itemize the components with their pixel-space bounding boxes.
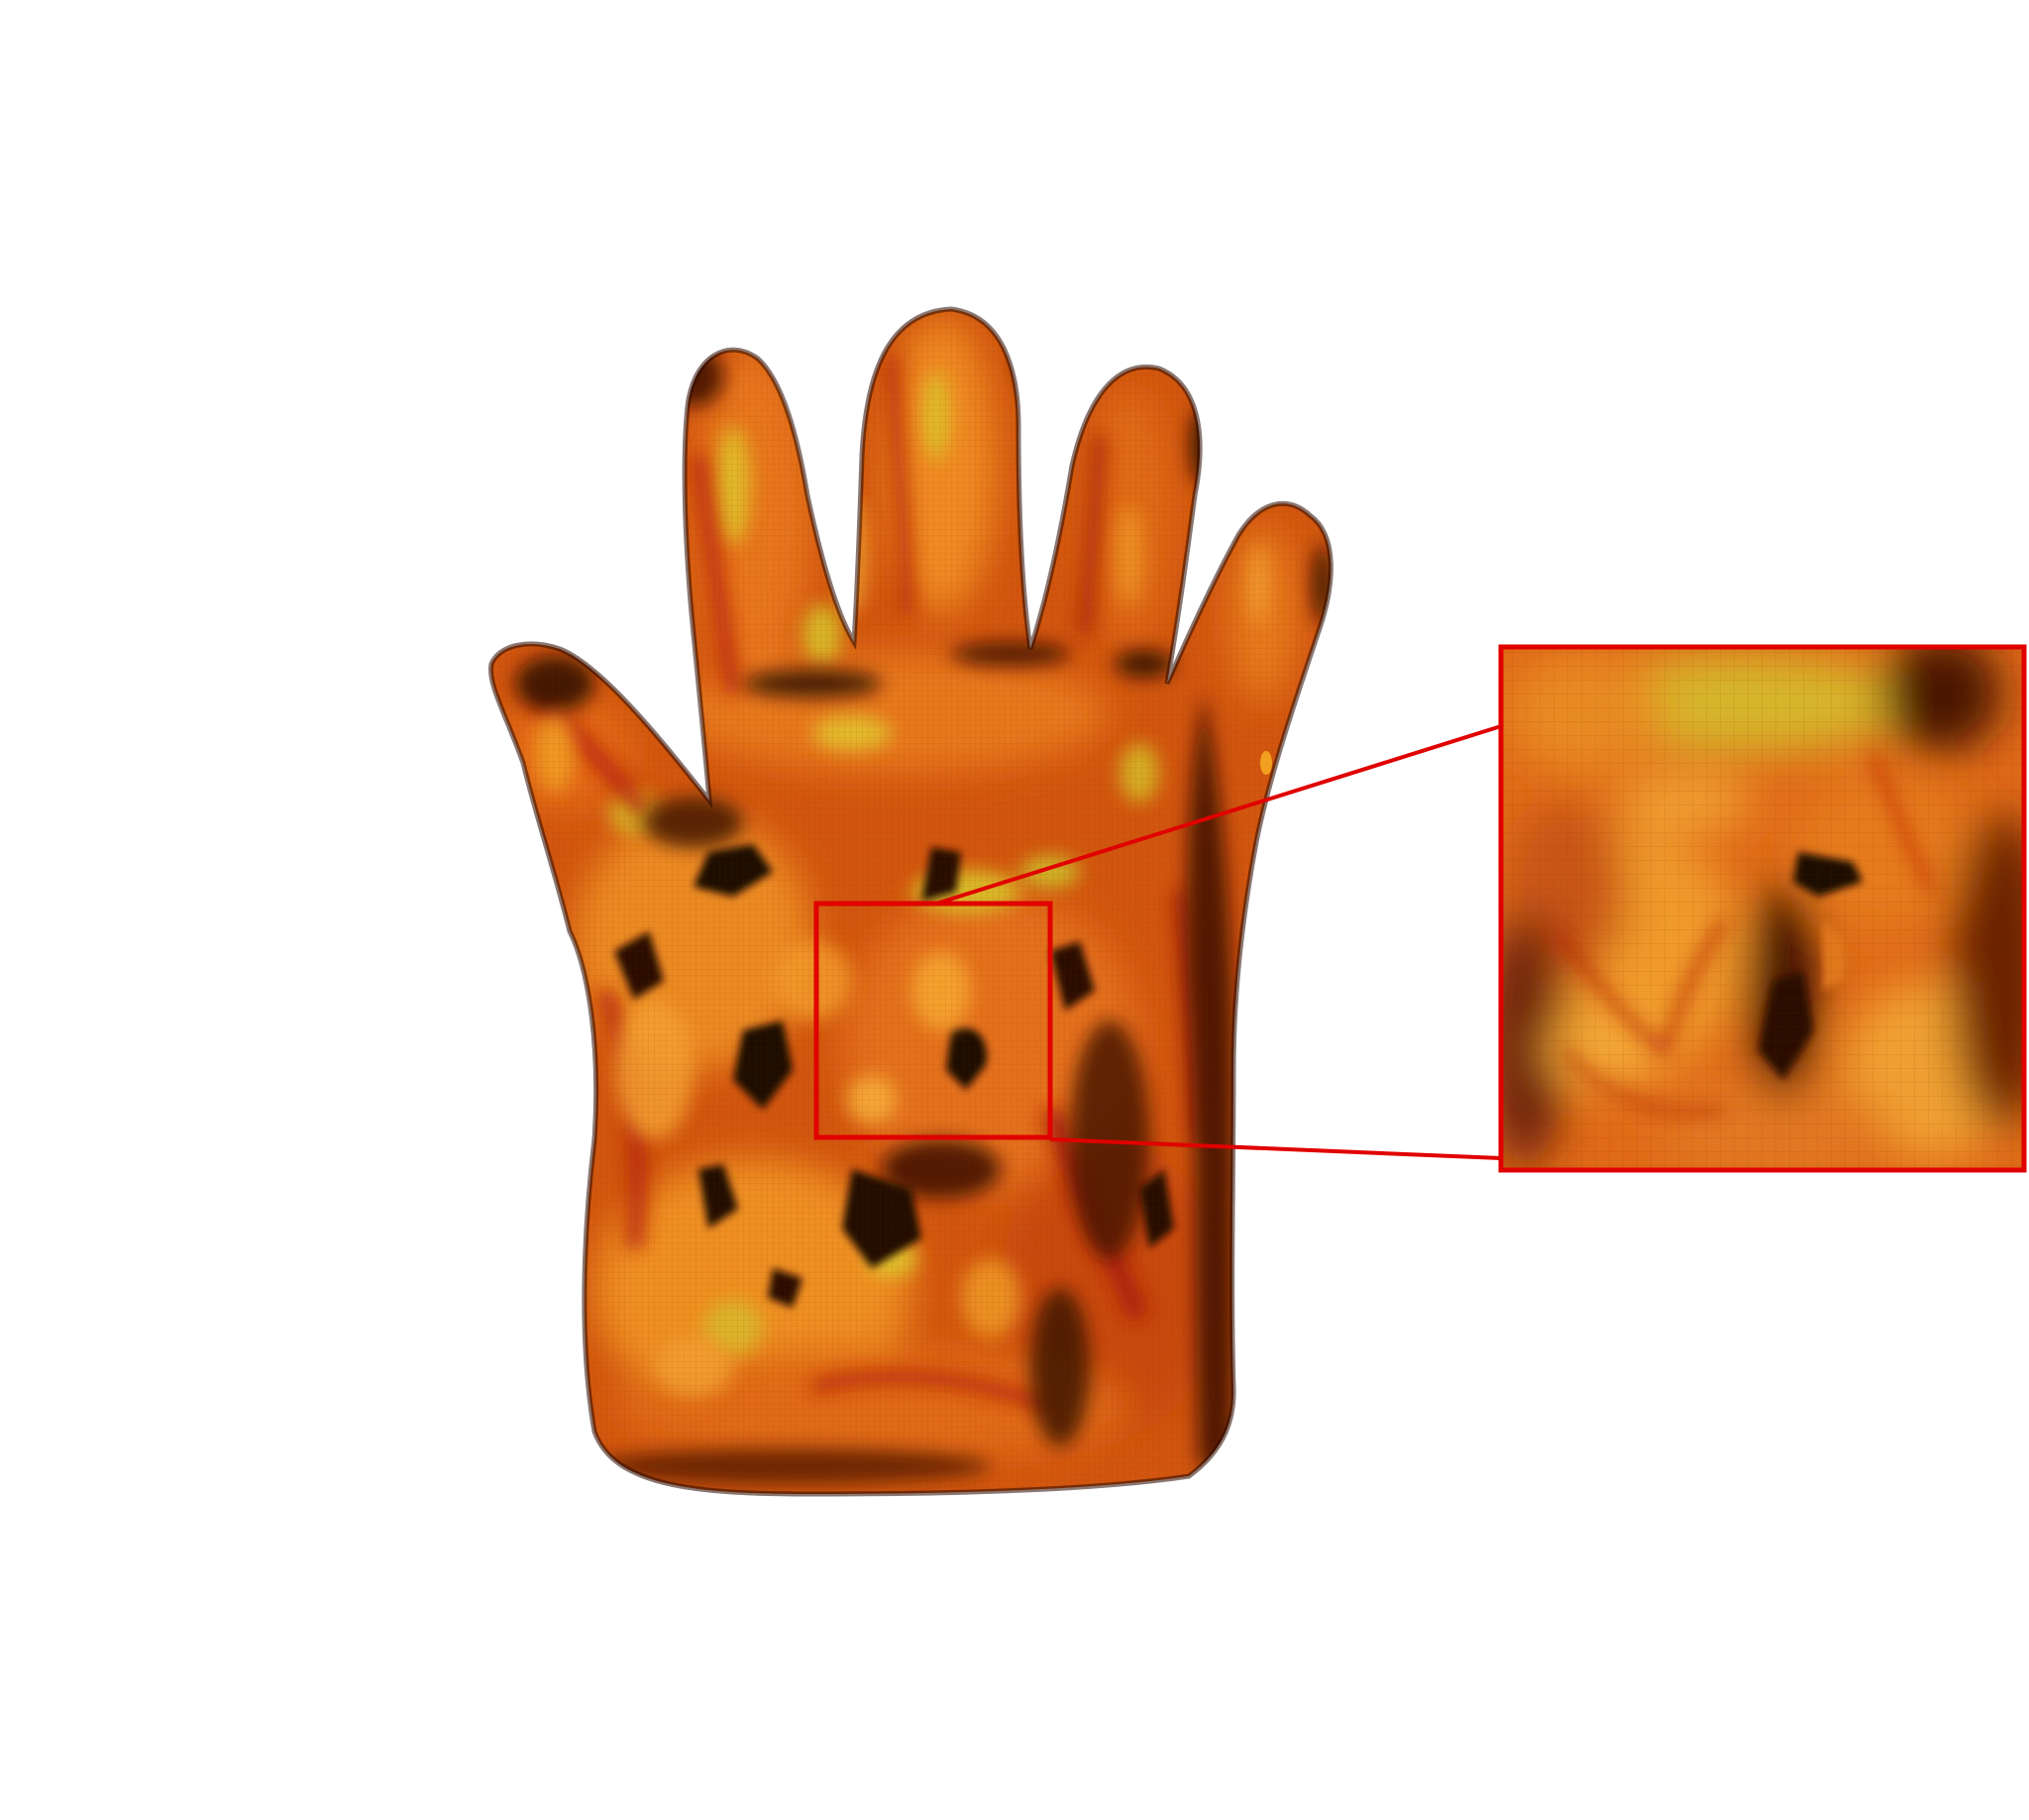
zoom-connector-bottom <box>1049 1137 1502 1160</box>
zoom-inset-frame <box>1498 644 2027 1173</box>
zoom-region-box <box>813 901 1053 1140</box>
highlight-fleck <box>1260 751 1272 775</box>
glove-render <box>476 287 1347 1506</box>
zoom-inset <box>1498 644 2027 1173</box>
zoom-connector-top <box>935 724 1502 906</box>
